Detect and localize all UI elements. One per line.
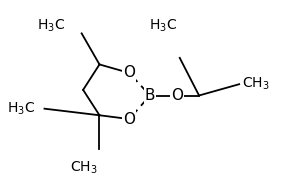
Text: CH$_3$: CH$_3$ — [242, 76, 270, 92]
Text: O: O — [171, 88, 183, 103]
Text: H$_3$C: H$_3$C — [7, 100, 35, 117]
Text: CH$_3$: CH$_3$ — [70, 160, 98, 176]
Text: H$_3$C: H$_3$C — [37, 18, 65, 34]
Text: O: O — [123, 112, 135, 126]
Text: H$_3$C: H$_3$C — [148, 18, 177, 34]
Text: O: O — [123, 65, 135, 80]
Text: B: B — [145, 88, 155, 103]
